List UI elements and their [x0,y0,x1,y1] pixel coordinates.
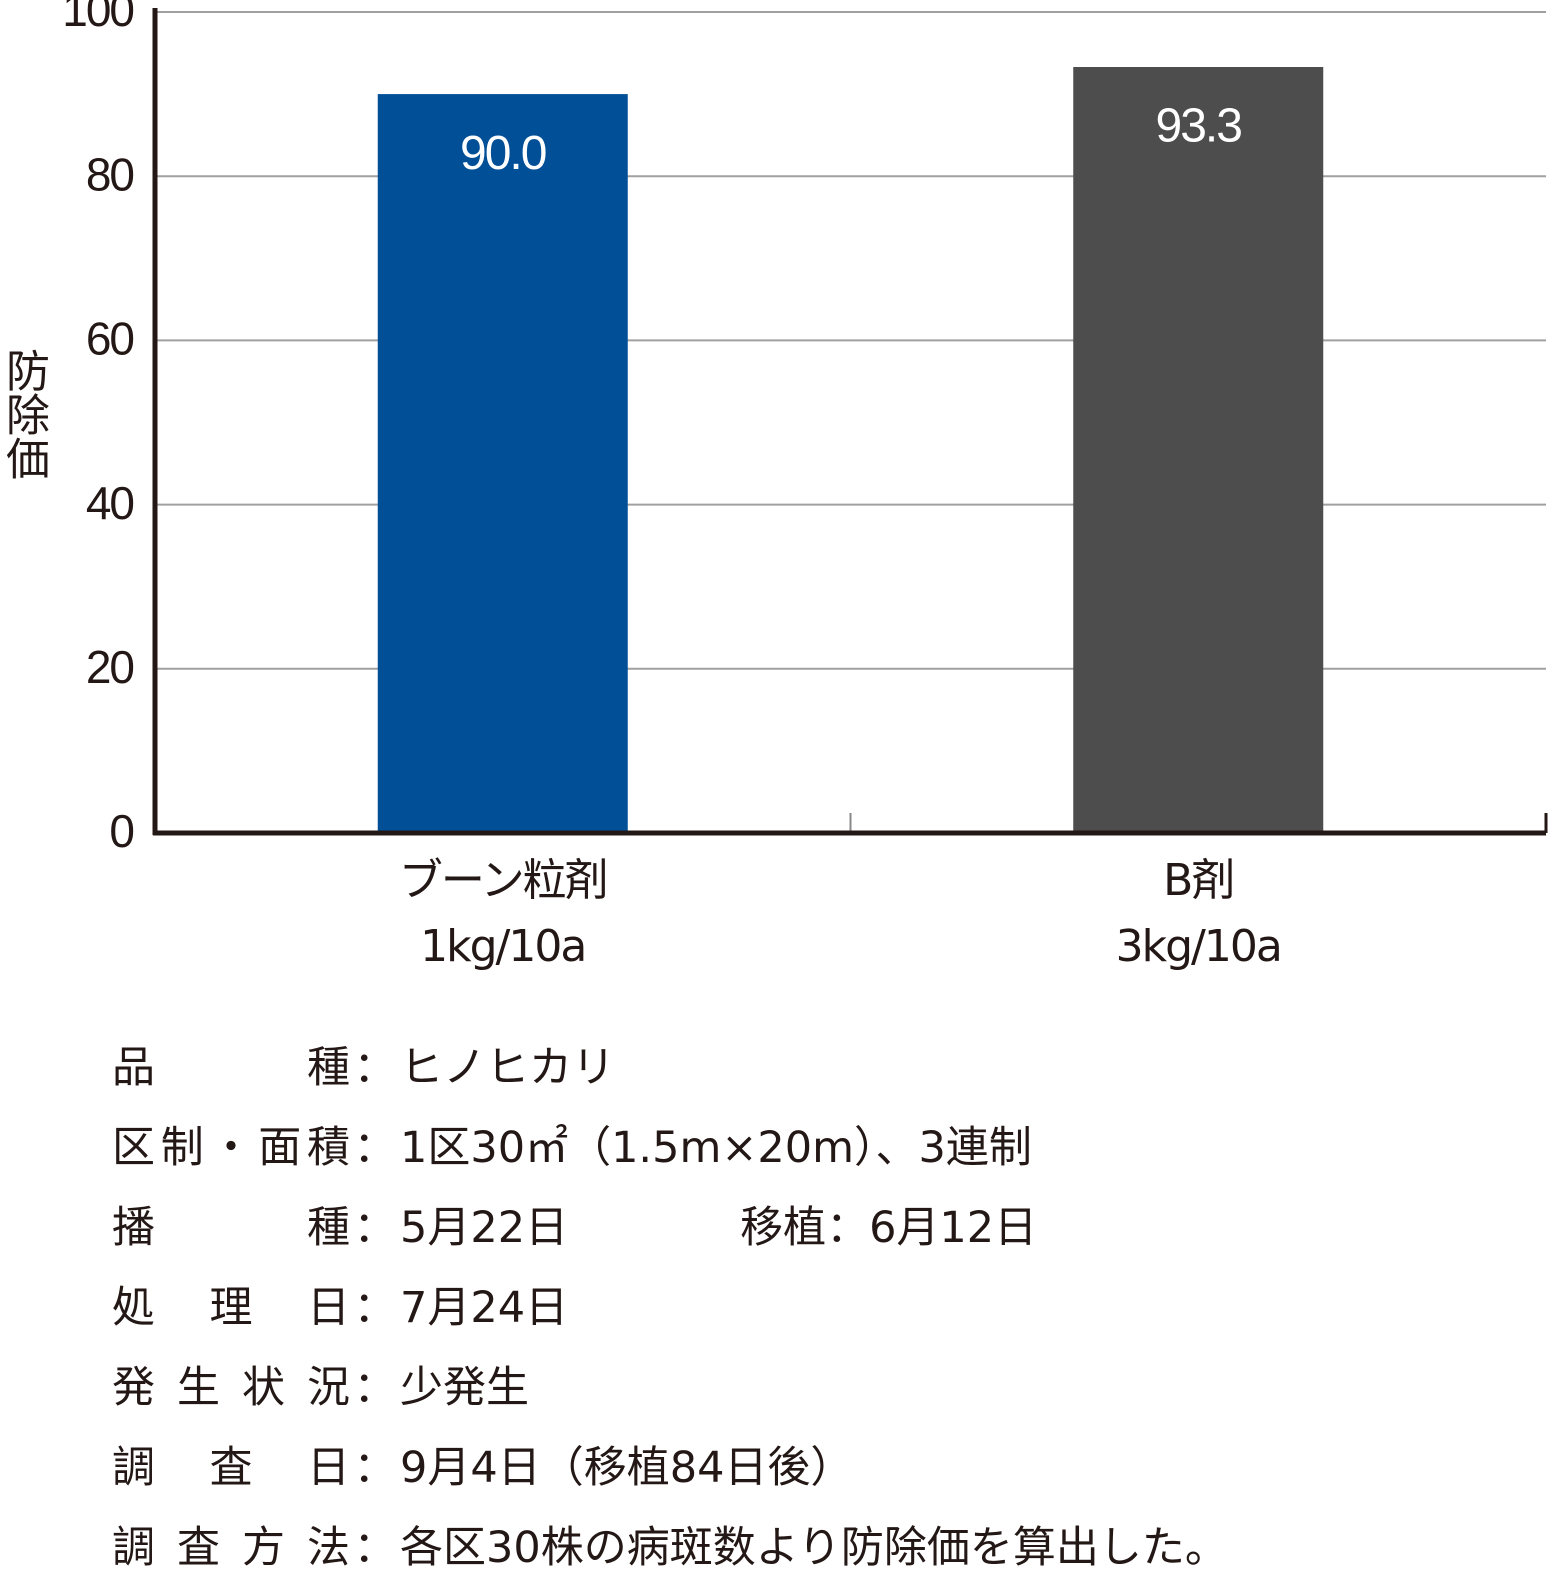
x-tick-label: B剤 3kg/10a [1115,855,1283,972]
note-separator: ： [353,1363,397,1413]
note-value: 7月24日 [400,1283,569,1333]
note-label: 調査日 [112,1443,350,1493]
note-label: 区制・面積 [112,1123,350,1173]
note-label: 品種 [112,1043,350,1093]
y-tick-label: 40 [86,477,134,529]
note-value: 5月22日 移植：6月12日 [400,1203,1038,1253]
note-value: 少発生 [400,1363,529,1413]
note-label: 播種 [112,1203,350,1253]
note-value: ヒノヒカリ [400,1043,615,1093]
note-value: 9月4日（移植84日後） [400,1443,854,1493]
note-label: 処理日 [112,1283,350,1333]
note-row: 品種：ヒノヒカリ [112,1038,615,1098]
bar [1073,67,1324,833]
chart: 0 20 40 60 80 100 90.0 93.3 [62,0,1548,857]
note-value: 各区30株の病斑数より防除価を算出した。 [400,1523,1228,1573]
note-separator: ： [353,1043,397,1093]
note-row: 調査方法：各区30株の病斑数より防除価を算出した。 [112,1518,1228,1578]
note-separator: ： [353,1443,397,1493]
note-row: 区制・面積： 1区30㎡（1.5m×20m）、3連制 [112,1118,1032,1178]
note-value: 1区30㎡（1.5m×20m）、3連制 [400,1123,1032,1173]
y-tick-label: 80 [86,148,134,200]
y-tick-label: 60 [86,313,134,365]
bar [377,94,628,834]
note-row: 調査日： 9月4日（移植84日後） [112,1438,853,1498]
value-label: 93.3 [1156,100,1242,153]
note-label: 発生状況 [112,1363,350,1413]
note-separator: ： [353,1203,397,1253]
value-label: 90.0 [460,127,546,180]
y-tick-label: 20 [86,641,134,693]
note-separator: ： [353,1283,397,1333]
note-separator: ： [353,1123,397,1173]
note-separator: ： [353,1523,397,1573]
y-tick-label: 0 [109,805,133,857]
note-row: 発生状況：少発生 [112,1358,529,1418]
y-tick-label: 100 [62,0,133,36]
x-tick-label: ブーン粒剤 1kg/10a [398,855,609,972]
note-label: 調査方法 [112,1523,350,1573]
note-row: 処理日： 7月24日 [112,1278,568,1338]
y-axis-label: 防除価 [0,348,49,480]
note-row: 播種： 5月22日 移植：6月12日 [112,1198,1037,1258]
